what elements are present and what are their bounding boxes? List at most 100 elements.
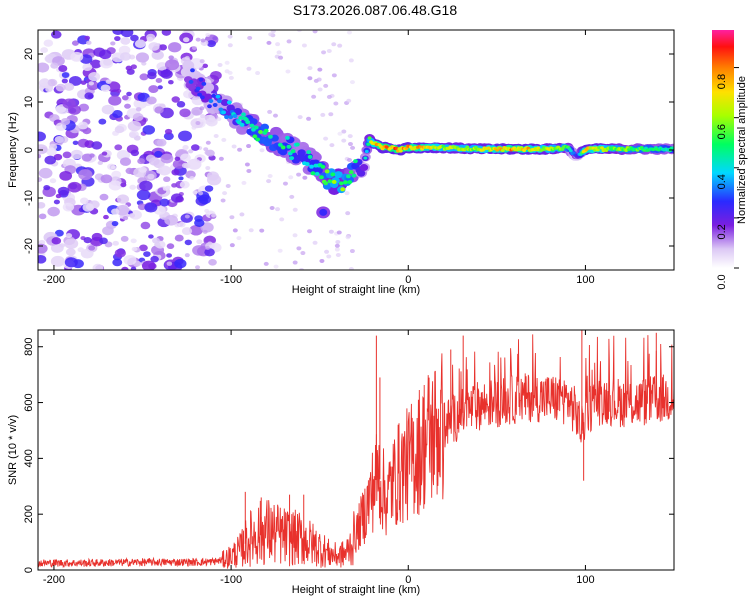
noise-speckle [77,247,84,253]
noise-speckle [101,151,108,156]
faint-speckle [195,37,201,42]
faint-speckle [207,241,213,246]
faint-speckle [220,198,226,203]
colorbar-tick-label: 0.8 [716,74,728,89]
ridge-mark [290,149,296,154]
ridge-mark [338,181,344,186]
ridge-mark [198,77,204,82]
faint-speckle [328,112,334,117]
noise-speckle [130,238,137,244]
noise-speckle [157,85,163,90]
ridge-mark [289,156,295,161]
ridge-mark [249,123,255,128]
faint-speckle [346,30,352,35]
noise-speckle [143,251,151,257]
ridge-mark [556,145,561,149]
noise-speckle [83,237,92,244]
ridge-mark [217,99,222,104]
ridge-mark [367,136,372,140]
faint-speckle [205,140,211,145]
ridge-mark [353,159,358,164]
noise-speckle [130,266,137,270]
faint-speckle [321,50,327,55]
noise-speckle [121,95,129,101]
noise-speckle [139,180,153,192]
faint-speckle [347,134,353,139]
noise-speckle [148,42,160,51]
noise-speckle [53,199,60,205]
faint-speckle [267,174,273,179]
noise-speckle [71,40,79,46]
faint-speckle [319,258,325,263]
ridge-mark [340,187,346,192]
faint-speckle [228,75,234,80]
faint-speckle [222,191,228,196]
noise-speckle [100,174,113,184]
colorbar-label: Normalized spectral amplitude [736,76,748,224]
faint-speckle [278,55,284,60]
faint-speckle [202,229,208,234]
noise-speckle [156,62,168,71]
noise-speckle [136,189,151,201]
noise-speckle [171,183,178,188]
faint-speckle [273,264,279,269]
noise-speckle [38,243,48,254]
noise-speckle [112,109,123,119]
snr-marks [38,330,674,569]
faint-speckle [205,245,211,250]
noise-speckle [38,167,53,179]
noise-speckle [129,213,136,218]
noise-speckle [47,206,60,217]
ridge-mark [347,180,353,185]
noise-speckle [174,258,187,269]
ridge-mark [220,99,230,107]
ridge-mark [486,146,491,150]
noise-speckle [78,103,90,112]
noise-speckle [62,151,72,159]
noise-speckle [111,220,119,227]
noise-speckle [108,180,122,191]
noise-speckle [92,263,104,270]
faint-speckle [285,69,291,74]
noise-speckle [110,41,116,46]
noise-speckle [98,118,107,125]
faint-speckle [288,175,294,180]
noise-speckle [55,83,66,92]
y-tick-label: 800 [23,338,35,356]
noise-speckle [137,158,145,165]
faint-speckle [337,43,343,48]
faint-speckle [345,211,351,216]
faint-speckle [317,67,323,72]
colorbar-tick-label: 0.2 [716,224,728,239]
noise-speckle [121,266,129,270]
faint-speckle [320,112,326,117]
noise-speckle [40,47,48,54]
noise-speckle [68,76,82,86]
noise-speckle [114,36,121,42]
ridge-mark [334,171,343,179]
faint-speckle [191,125,197,130]
noise-speckle [61,72,70,78]
ridge-mark [188,79,194,84]
noise-speckle [67,104,81,115]
faint-speckle [263,261,269,266]
ridge-mark [215,94,221,99]
noise-speckle [103,58,113,66]
noise-speckle [139,73,149,81]
noise-speckle [82,203,94,212]
noise-speckle [54,135,64,144]
noise-speckle [63,82,75,91]
noise-speckle [142,125,156,135]
noise-speckle [47,78,58,87]
faint-speckle [292,207,298,212]
figure-title: S173.2026.087.06.48.G18 [292,2,458,18]
noise-speckle [123,255,137,266]
faint-speckle [335,253,341,258]
faint-speckle [296,172,302,177]
noise-speckle [65,248,76,256]
snr-ylabel: SNR (10 * v/v) [7,415,19,485]
faint-speckle [195,121,201,126]
ridge-mark [441,144,446,148]
faint-speckle [277,248,283,253]
colorbar: 0.0 0.2 0.4 0.6 0.8 Normalized spectral ampl… [712,30,748,290]
